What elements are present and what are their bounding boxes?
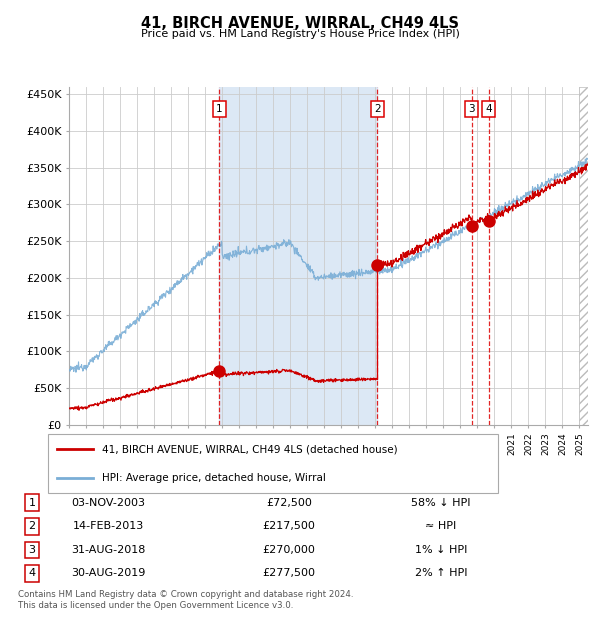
Bar <box>219 87 377 425</box>
Text: 3: 3 <box>468 104 475 114</box>
Text: 03-NOV-2003: 03-NOV-2003 <box>71 498 145 508</box>
Text: 31-AUG-2018: 31-AUG-2018 <box>71 545 145 555</box>
Text: ≈ HPI: ≈ HPI <box>425 521 457 531</box>
Text: 30-AUG-2019: 30-AUG-2019 <box>71 569 145 578</box>
Text: 1: 1 <box>29 498 35 508</box>
FancyBboxPatch shape <box>48 434 498 493</box>
Text: Contains HM Land Registry data © Crown copyright and database right 2024.
This d: Contains HM Land Registry data © Crown c… <box>18 590 353 609</box>
Text: 1% ↓ HPI: 1% ↓ HPI <box>415 545 467 555</box>
Text: £270,000: £270,000 <box>262 545 315 555</box>
Text: 41, BIRCH AVENUE, WIRRAL, CH49 4LS (detached house): 41, BIRCH AVENUE, WIRRAL, CH49 4LS (deta… <box>102 445 398 454</box>
Text: £217,500: £217,500 <box>262 521 315 531</box>
Text: 2: 2 <box>29 521 35 531</box>
Text: £277,500: £277,500 <box>262 569 315 578</box>
Text: 2% ↑ HPI: 2% ↑ HPI <box>415 569 467 578</box>
Text: HPI: Average price, detached house, Wirral: HPI: Average price, detached house, Wirr… <box>102 472 326 482</box>
Text: 4: 4 <box>29 569 35 578</box>
Text: Price paid vs. HM Land Registry's House Price Index (HPI): Price paid vs. HM Land Registry's House … <box>140 29 460 39</box>
Polygon shape <box>580 87 588 425</box>
Text: £72,500: £72,500 <box>266 498 311 508</box>
Text: 1: 1 <box>216 104 223 114</box>
Text: 2: 2 <box>374 104 380 114</box>
Text: 3: 3 <box>29 545 35 555</box>
Text: 4: 4 <box>485 104 492 114</box>
Text: 58% ↓ HPI: 58% ↓ HPI <box>411 498 471 508</box>
Text: 14-FEB-2013: 14-FEB-2013 <box>73 521 144 531</box>
Text: 41, BIRCH AVENUE, WIRRAL, CH49 4LS: 41, BIRCH AVENUE, WIRRAL, CH49 4LS <box>141 16 459 30</box>
